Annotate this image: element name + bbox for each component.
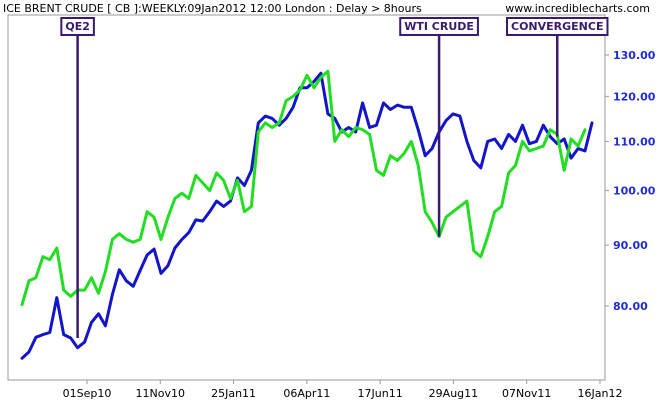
annotation-box xyxy=(399,17,479,36)
plot-area xyxy=(7,14,606,381)
y-tick-label: 80.00 xyxy=(613,300,648,313)
x-tick-label: 01Sep10 xyxy=(63,387,112,400)
x-tick-label: 16Jan12 xyxy=(578,387,623,400)
annotation-label: CONVERGENCE xyxy=(506,17,609,36)
x-tick-label: 06Apr11 xyxy=(283,387,330,400)
x-tick-label: 07Nov11 xyxy=(502,387,551,400)
annotation-label: QE2 xyxy=(60,17,95,36)
annotation-text: QE2 xyxy=(65,20,90,33)
annotations: QE2 WTI CRUDE CONVERGENCE xyxy=(60,17,609,338)
series-line-0 xyxy=(20,71,594,360)
chart-title: ICE BRENT CRUDE [ CB ]:WEEKLY:09Jan2012 … xyxy=(3,2,422,15)
x-axis: 01Sep10 11Nov10 25Jan11 06Apr11 17Jun11 29Aug… xyxy=(63,380,623,400)
y-axis: 80.00 90.00 100.00 110.00 120.00 130.00 xyxy=(605,49,656,313)
y-tick-label: 110.00 xyxy=(613,135,656,148)
y-tick-label: 100.00 xyxy=(613,185,656,198)
annotation-box xyxy=(506,17,609,36)
x-tick-label: 25Jan11 xyxy=(211,387,256,400)
series-line-1 xyxy=(20,69,587,307)
x-tick-label: 17Jun11 xyxy=(358,387,403,400)
y-tick-label: 90.00 xyxy=(613,239,648,252)
annotation-box xyxy=(60,17,95,36)
series-layer xyxy=(20,69,594,360)
y-tick-label: 120.00 xyxy=(613,90,656,103)
annotation-text: CONVERGENCE xyxy=(511,20,603,33)
x-tick-label: 29Aug11 xyxy=(429,387,478,400)
annotation-label: WTI CRUDE xyxy=(399,17,479,36)
x-tick-label: 11Nov10 xyxy=(136,387,185,400)
source-url: www.incrediblecharts.com xyxy=(505,2,650,15)
y-tick-label: 130.00 xyxy=(613,49,656,62)
annotation-text: WTI CRUDE xyxy=(404,20,474,33)
